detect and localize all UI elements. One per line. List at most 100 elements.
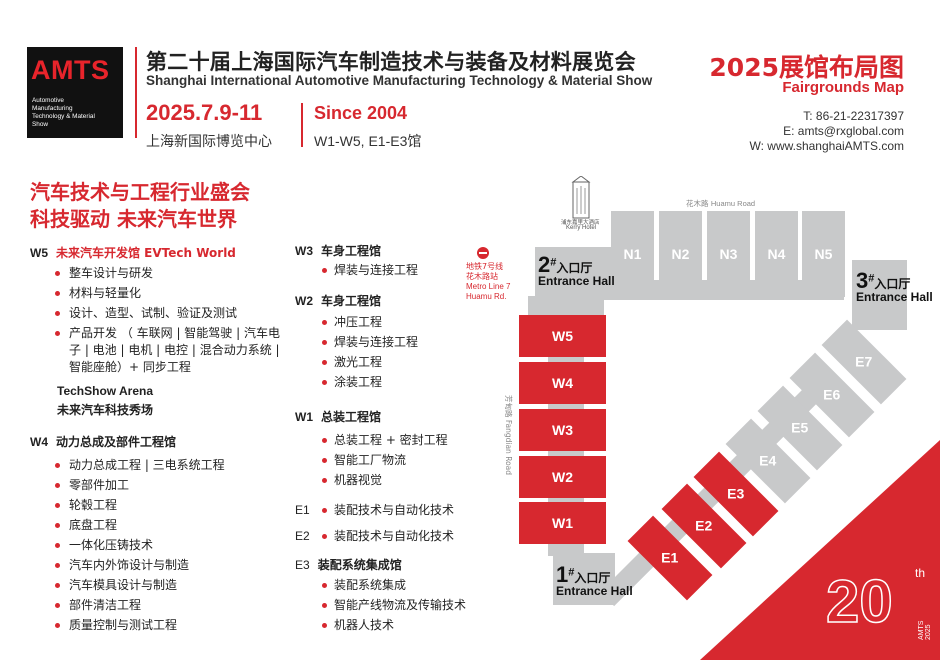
entrance-hall-2	[535, 247, 611, 297]
hall-w5[interactable]: W5	[519, 315, 606, 357]
bullet-dot	[55, 311, 60, 316]
bullet-dot	[55, 563, 60, 568]
section-e3: E3 装配系统集成馆	[295, 556, 402, 573]
bullet-dot	[55, 483, 60, 488]
list-item: 汽车模具设计与制造	[69, 578, 178, 592]
entrance-sup: #	[568, 566, 575, 579]
section-w5: W5 未来汽车开发馆 EVTech World	[30, 244, 236, 261]
entrance-num: 1	[556, 562, 569, 587]
list-item: 汽车内外饰设计与制造	[69, 558, 190, 572]
techshow-en: TechShow Arena	[57, 384, 154, 398]
entrance-cn: 入口厅	[874, 277, 911, 291]
list-item: 智能工厂物流	[334, 453, 407, 467]
slogan-line-1: 汽车技术与工程行业盛会	[30, 180, 250, 204]
slogan-line-2: 科技驱动 未来汽车世界	[30, 207, 237, 231]
bullet-dot	[55, 603, 60, 608]
bullet-dot	[322, 438, 327, 443]
hotel-label-cn: 浦东嘉里大酒店	[561, 220, 600, 226]
section-code: W4	[30, 435, 48, 449]
section-w1: W1 总装工程馆	[295, 408, 381, 425]
contact-web[interactable]: W: www.shanghaiAMTS.com	[749, 139, 905, 153]
section-title: 动力总成及部件工程馆	[56, 435, 177, 449]
map-title: 2025展馆布局图	[709, 53, 904, 82]
bullet-dot	[322, 360, 327, 365]
hall-w3[interactable]: W3	[519, 409, 606, 451]
list-item: 质量控制与测试工程	[69, 618, 178, 632]
road-west: 芳甸路 Fangdian Road	[504, 395, 513, 476]
entrance-en: Entrance Hall	[556, 584, 633, 598]
list-item: 涂装工程	[334, 375, 383, 389]
hall-n4[interactable]: N4	[755, 211, 798, 297]
hall-n1[interactable]: N1	[611, 211, 654, 297]
logo-text: AMTS	[31, 55, 110, 85]
metro-line: 地铁7号线	[466, 262, 504, 271]
section-title: 车身工程馆	[321, 294, 382, 308]
logo-line: Technology & Material	[32, 113, 95, 120]
list-item: 装配技术与自动化技术	[334, 503, 455, 517]
logo-line: Automotive	[32, 97, 64, 104]
hall-w1[interactable]: W1	[519, 502, 606, 544]
show-date: 2025.7.9-11	[146, 100, 263, 125]
kerry-hotel-icon	[571, 176, 591, 219]
contact-email[interactable]: E: amts@rxglobal.com	[783, 124, 904, 138]
e2-code: E2	[295, 529, 310, 543]
metro-line: Huamu Rd.	[466, 292, 507, 301]
date-divider	[301, 103, 303, 147]
list-item: 激光工程	[334, 355, 383, 369]
section-code: W1	[295, 410, 313, 424]
metro-icon	[477, 247, 489, 259]
bullet-dot	[55, 463, 60, 468]
list-item: 冲压工程	[334, 315, 383, 329]
bullet-dot	[322, 268, 327, 273]
list-item: 设计、造型、试制、验证及测试	[69, 306, 238, 320]
techshow-cn: 未来汽车科技秀场	[57, 403, 154, 417]
list-item: 零部件加工	[69, 478, 130, 492]
hall-w4[interactable]: W4	[519, 362, 606, 404]
halls-text: W1-W5, E1-E3馆	[314, 133, 422, 149]
hotel-label-en: Kerry Hotel	[566, 225, 597, 231]
entrance-sup: #	[550, 256, 557, 269]
logo-line: Show	[32, 121, 48, 128]
section-w4: W4 动力总成及部件工程馆	[30, 433, 176, 450]
list-item: 总装工程 + 密封工程	[334, 433, 448, 447]
metro-line: 花木路站	[466, 272, 498, 281]
bullet-dot	[55, 583, 60, 588]
hall-n3[interactable]: N3	[707, 211, 750, 297]
bullet-dot	[55, 623, 60, 628]
list-item: 整车设计与研发	[69, 266, 154, 280]
list-item: 一体化压铸技术	[69, 538, 154, 552]
list-item: 部件清洁工程	[69, 598, 142, 612]
entrance-sup: #	[868, 272, 875, 285]
bullet-dot	[322, 508, 327, 513]
since-text: Since 2004	[314, 103, 408, 123]
entrance-num: 3	[856, 268, 869, 293]
logo-lines: Automotive Manufacturing Technology & Ma…	[32, 97, 95, 129]
bullet-dot	[322, 380, 327, 385]
e1-code: E1	[295, 503, 310, 517]
section-w3: W3 车身工程馆	[295, 242, 381, 259]
list-item: 焊装与连接工程	[334, 335, 419, 349]
section-title: 车身工程馆	[321, 244, 382, 258]
bullet-dot	[322, 478, 327, 483]
hall-n2[interactable]: N2	[659, 211, 702, 297]
list-item: 材料与轻量化	[69, 286, 142, 300]
entrance-cn: 入口厅	[574, 571, 611, 585]
hall-w2[interactable]: W2	[519, 456, 606, 498]
bullet-dot	[322, 340, 327, 345]
section-code: E3	[295, 558, 310, 572]
bullet-dot	[55, 271, 60, 276]
hall-e5-label: E5	[791, 420, 809, 436]
bullet-dot	[55, 523, 60, 528]
hall-n5[interactable]: N5	[802, 211, 845, 297]
section-code: W5	[30, 246, 48, 260]
contact-tel: T: 86-21-22317397	[803, 109, 904, 123]
hall-e1-label: E1	[661, 550, 679, 566]
bullet-dot	[322, 583, 327, 588]
show-title-cn: 第二十届上海国际汽车制造技术与装备及材料展览会	[146, 50, 636, 74]
road-north-cn: 花木路	[686, 199, 709, 208]
show-venue: 上海新国际博览中心	[146, 134, 272, 150]
list-item: 机器视觉	[334, 473, 383, 487]
road-north-en: Huamu Road	[710, 199, 756, 208]
road-north: 花木路 Huamu Road	[686, 198, 755, 209]
anniversary-text: AMTS 2025	[918, 620, 932, 640]
